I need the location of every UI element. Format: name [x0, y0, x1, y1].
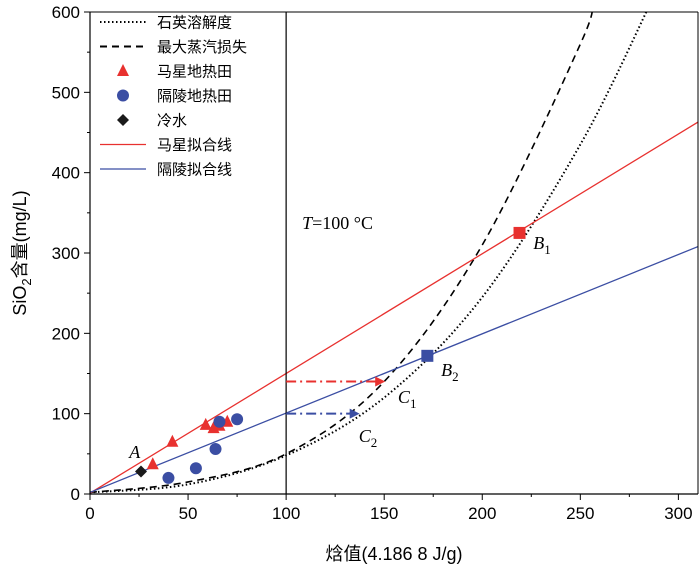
triangle-point [199, 417, 212, 430]
x-tick-label: 50 [179, 504, 198, 523]
y-tick-label: 600 [52, 3, 80, 22]
triangle-point [146, 457, 159, 470]
x-tick-label: 300 [664, 504, 692, 523]
legend-circle-swatch [117, 89, 129, 102]
point-b2 [421, 349, 434, 362]
legend-triangle-swatch [117, 64, 129, 76]
legend-diamond-swatch [117, 114, 129, 126]
x-tick-label: 100 [272, 504, 300, 523]
legend-label: 马星地热田 [157, 64, 232, 81]
legend-item-quartz: 石英溶解度 [100, 14, 232, 32]
x-tick-label: 250 [566, 504, 594, 523]
x-axis-title: 焓值(4.186 8 J/g) [325, 544, 462, 564]
diamond-point [134, 465, 147, 478]
annotation-a: A [128, 442, 141, 462]
circle-point [189, 462, 202, 475]
annotation-c1: C1 [398, 387, 417, 411]
annotation-b1: B1 [533, 233, 551, 257]
legend-item-geling_fit: 隔陵拟合线 [100, 162, 232, 179]
fit-lines-layer [90, 12, 698, 494]
legend-item-geling_pts: 隔陵地热田 [117, 88, 232, 105]
x-tick-label: 200 [468, 504, 496, 523]
y-tick-label: 200 [52, 324, 80, 343]
t100-label: T=100 °C [302, 213, 373, 233]
legend-label: 马星拟合线 [157, 137, 232, 154]
max-steam-loss-curve [90, 12, 593, 494]
triangle-point [166, 434, 179, 447]
circle-point [209, 443, 222, 456]
legend-label: 隔陵拟合线 [157, 162, 232, 179]
legend-item-maxing_fit: 马星拟合线 [100, 137, 232, 154]
axes-layer: 0 50 100 150 200 250 300 0 100 200 300 400 500 600 焓值(… [10, 3, 699, 564]
x-tick-label: 0 [85, 504, 94, 523]
y-tick-label: 0 [71, 485, 80, 504]
annotation-c2: C2 [359, 426, 378, 450]
circle-point [213, 415, 226, 428]
geling-fit-line [90, 245, 698, 493]
legend-item-steam: 最大蒸汽损失 [100, 39, 247, 56]
points-layer [134, 226, 526, 484]
legend-label: 石英溶解度 [157, 14, 232, 32]
y-tick-label: 500 [52, 83, 80, 102]
curves-layer [90, 12, 648, 494]
y-tick-label: 300 [52, 244, 80, 263]
arrows-layer [286, 376, 386, 419]
maxing-fit-line [90, 121, 698, 494]
legend-item-cold: 冷水 [117, 113, 187, 130]
legend-label: 隔陵地热田 [157, 88, 232, 105]
legend-label: 最大蒸汽损失 [157, 39, 247, 56]
legend-item-maxing_pts: 马星地热田 [117, 64, 232, 81]
circle-point [162, 471, 175, 484]
y-axis-title: SiO2含量(mg/L) [10, 190, 34, 315]
y-tick-label: 400 [52, 164, 80, 183]
y-tick-label: 100 [52, 405, 80, 424]
circle-point [231, 413, 244, 426]
point-b1 [513, 226, 526, 239]
annotation-b2: B2 [441, 360, 459, 384]
x-tick-label: 150 [370, 504, 398, 523]
legend-label: 冷水 [157, 113, 187, 130]
